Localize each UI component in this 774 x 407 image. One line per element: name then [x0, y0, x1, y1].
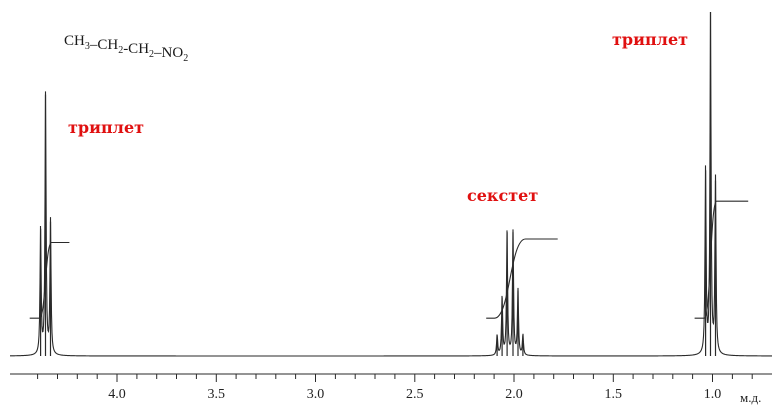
tick-label-4.0: 4.0	[108, 387, 126, 402]
multiplicity-label-methyl: триплет	[612, 30, 688, 49]
integral-curve-2	[694, 200, 749, 319]
formula-subscript-0: 3	[85, 41, 90, 52]
formula-group-2: -CH	[123, 41, 149, 57]
multiplicity-label-methylene: секстет	[467, 186, 538, 205]
formula-subscript-2: 2	[149, 49, 154, 60]
tick-label-1.0: 1.0	[704, 387, 722, 402]
multiplicity-label-nitromethylene: триплет	[68, 118, 144, 137]
x-axis-unit-label: м.д.	[740, 390, 761, 405]
tick-label-2.0: 2.0	[505, 387, 523, 402]
tick-label-3.0: 3.0	[307, 387, 325, 402]
spectrum-trace	[9, 11, 772, 357]
formula-subscript-3: 2	[183, 53, 188, 64]
tick-label-3.5: 3.5	[208, 387, 226, 402]
x-axis-ticks: 4.0 3.5 3.0 2.5 2.0 1.5 1.0	[37, 374, 753, 402]
tick-label-1.5: 1.5	[605, 387, 623, 402]
peak-lines	[39, 12, 717, 356]
molecule-formula: CH3–CH2-CH2–NO2	[64, 33, 188, 64]
integral-curve-1	[486, 238, 558, 319]
tick-label-2.5: 2.5	[406, 387, 424, 402]
formula-subscript-1: 2	[118, 45, 123, 56]
formula-group-1: –CH	[89, 37, 119, 53]
formula-group-0: CH	[64, 33, 85, 49]
spectrum-line	[9, 11, 772, 357]
integral-curves	[29, 200, 749, 319]
formula-group-3: –NO	[153, 45, 183, 61]
